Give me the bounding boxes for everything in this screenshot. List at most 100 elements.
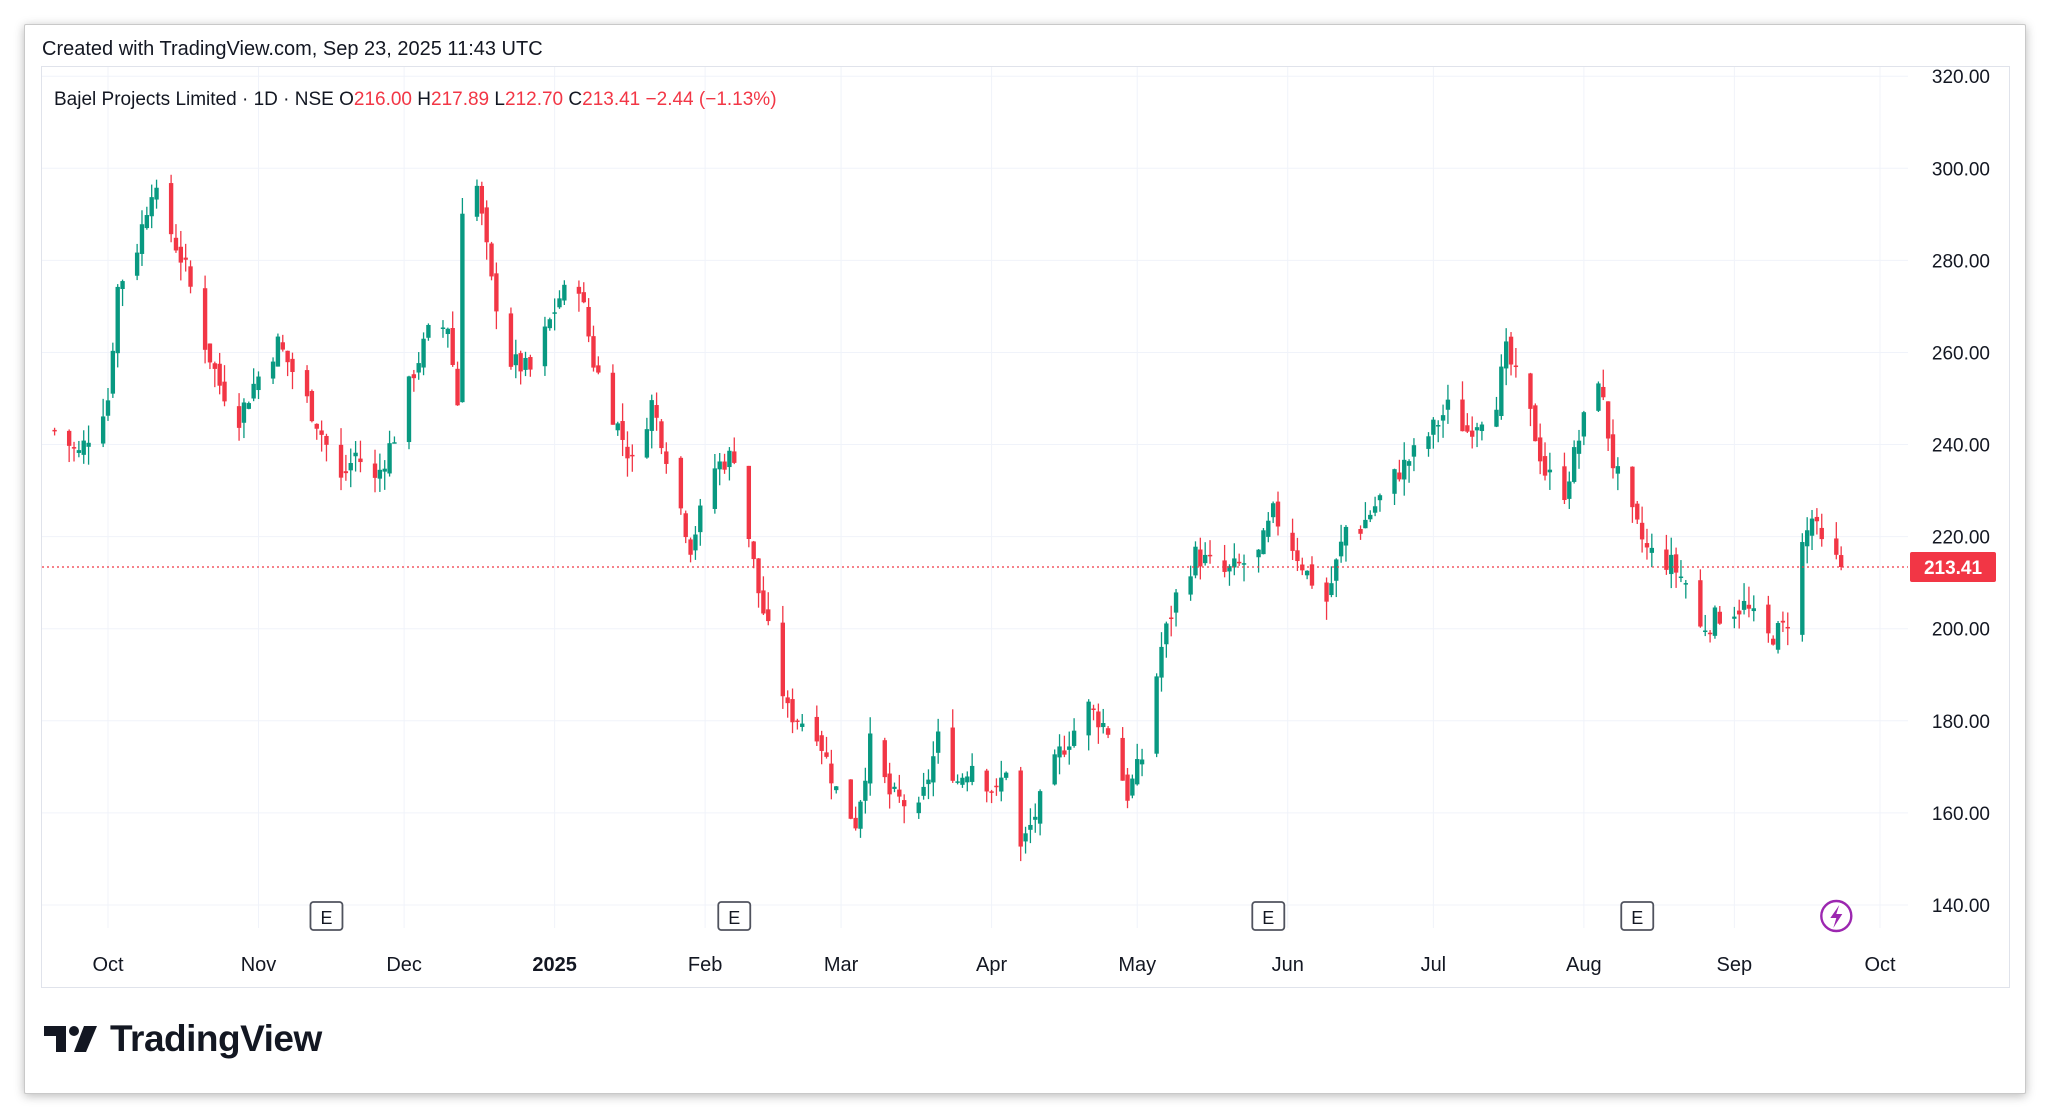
- candle: [256, 371, 261, 400]
- candle-body: [120, 281, 125, 289]
- candle: [450, 311, 455, 367]
- candle: [542, 316, 548, 376]
- candle: [1571, 440, 1577, 484]
- candle: [780, 605, 786, 709]
- candle: [1256, 549, 1261, 573]
- candle-body: [450, 328, 455, 365]
- tradingview-logo[interactable]: TradingView: [44, 1018, 322, 1060]
- candle: [1052, 749, 1057, 786]
- candle-body: [562, 284, 567, 301]
- price-tick-label: 240.00: [1932, 436, 1990, 457]
- candle-body: [1664, 549, 1669, 570]
- tradingview-logo-icon: [44, 1026, 97, 1052]
- candle-body: [1562, 466, 1567, 501]
- lightning-icon-bolt: [1830, 905, 1843, 928]
- candle-body: [824, 752, 829, 757]
- candle: [620, 403, 625, 457]
- candle-body: [105, 400, 111, 416]
- candle-body: [1785, 626, 1790, 629]
- candle-body: [202, 288, 208, 350]
- candle: [251, 368, 256, 402]
- candle-body: [1261, 530, 1266, 555]
- candle-body: [1411, 445, 1417, 457]
- candle: [1241, 554, 1247, 582]
- candle-body: [1771, 638, 1776, 645]
- candle: [1139, 748, 1145, 777]
- candle-body: [1125, 774, 1130, 801]
- candle-body: [1198, 549, 1203, 567]
- candle: [168, 174, 174, 243]
- candle: [1766, 595, 1771, 643]
- candle: [1426, 432, 1431, 457]
- candle: [314, 423, 319, 440]
- candle-body: [1474, 427, 1480, 431]
- candle: [1562, 452, 1567, 505]
- chart-area[interactable]: [41, 66, 2010, 988]
- candle-body: [969, 765, 975, 782]
- candle-body: [1703, 630, 1708, 633]
- candle-body: [188, 266, 193, 287]
- candle: [678, 456, 684, 515]
- candle: [999, 760, 1004, 802]
- candle: [1809, 509, 1815, 551]
- candle-body: [494, 273, 499, 312]
- candle: [1635, 501, 1640, 525]
- candle: [236, 393, 242, 441]
- candle: [615, 421, 620, 436]
- candle: [800, 713, 805, 732]
- candle-body: [630, 454, 635, 457]
- candle: [280, 334, 285, 352]
- candle: [382, 460, 387, 490]
- candle: [659, 419, 664, 455]
- legend-part: 216.00: [354, 89, 417, 110]
- candle: [1130, 774, 1135, 799]
- candle: [649, 394, 654, 449]
- candle-body: [1071, 730, 1077, 746]
- candle: [1188, 565, 1193, 601]
- candle-body: [1202, 554, 1208, 564]
- price-tick-label: 220.00: [1932, 528, 1990, 549]
- candle-body: [1096, 711, 1101, 728]
- candle-body: [513, 354, 518, 366]
- candle: [1834, 522, 1839, 560]
- candle: [1304, 570, 1310, 580]
- candle: [154, 179, 159, 209]
- candle: [969, 753, 975, 786]
- candle-body: [790, 699, 795, 723]
- candle-body: [732, 451, 737, 463]
- time-axis: Oct Nov Dec 2025 Feb Mar Apr May Jun Jul Aug Sep Oct: [92, 954, 1896, 976]
- candle: [105, 387, 111, 421]
- candle-body: [1139, 759, 1145, 765]
- candle: [1746, 586, 1752, 618]
- candle-body: [1635, 503, 1640, 520]
- candle: [1581, 410, 1587, 446]
- candle-body: [1445, 399, 1451, 410]
- candle-body: [751, 541, 756, 560]
- candle: [183, 243, 188, 272]
- candle: [1474, 422, 1480, 448]
- candle: [392, 436, 397, 444]
- candle-body: [1169, 617, 1174, 619]
- candle: [275, 333, 281, 367]
- candle-body: [1567, 481, 1572, 499]
- legend-part: C: [568, 89, 582, 110]
- candle-body: [620, 421, 625, 440]
- candle-body: [76, 450, 82, 453]
- candle-body: [489, 243, 494, 277]
- candle-body: [766, 609, 771, 622]
- candle: [1207, 540, 1213, 564]
- candle: [921, 772, 926, 800]
- candle: [188, 260, 193, 294]
- time-tick-label: Oct: [1864, 954, 1896, 976]
- earnings-marker: E: [1251, 901, 1286, 931]
- price-axis: 320.00 300.00 280.00 260.00 240.00 220.00 200.…: [1910, 67, 1996, 917]
- candle: [372, 449, 378, 493]
- credit-line: Created with TradingView.com, Sep 23, 20…: [42, 38, 543, 60]
- candle: [596, 356, 601, 375]
- candle-body: [1028, 824, 1033, 830]
- candle-body: [445, 328, 451, 335]
- candle-body: [654, 405, 659, 418]
- candle-body: [280, 342, 285, 350]
- earnings-marker-box: [309, 901, 344, 931]
